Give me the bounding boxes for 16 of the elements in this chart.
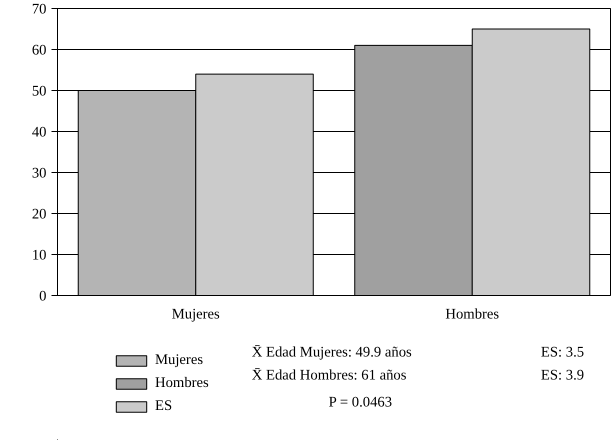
- y-tick-label: 60: [32, 42, 46, 58]
- text: X̄ Edad Hombres: 61 años: [252, 368, 407, 384]
- legend-label: Hombres: [155, 375, 209, 392]
- legend-label: ES: [155, 398, 174, 415]
- text: P = 0.0463: [328, 394, 392, 410]
- legend-label: Mujeres: [155, 352, 204, 369]
- y-tick-label: 40: [32, 124, 46, 140]
- y-tick-label: 50: [32, 84, 46, 100]
- text: X̄ Edad Mujeres: 49.9 años: [252, 344, 412, 360]
- y-tick-label: 20: [32, 206, 46, 222]
- text: ES: 3.5: [540, 344, 584, 360]
- y-tick-label: 70: [32, 2, 46, 18]
- text: ES: 3.9: [540, 368, 584, 384]
- y-tick-label: 10: [32, 248, 46, 264]
- y-tick-label: 0: [39, 288, 46, 304]
- y-tick-label: 30: [32, 166, 46, 182]
